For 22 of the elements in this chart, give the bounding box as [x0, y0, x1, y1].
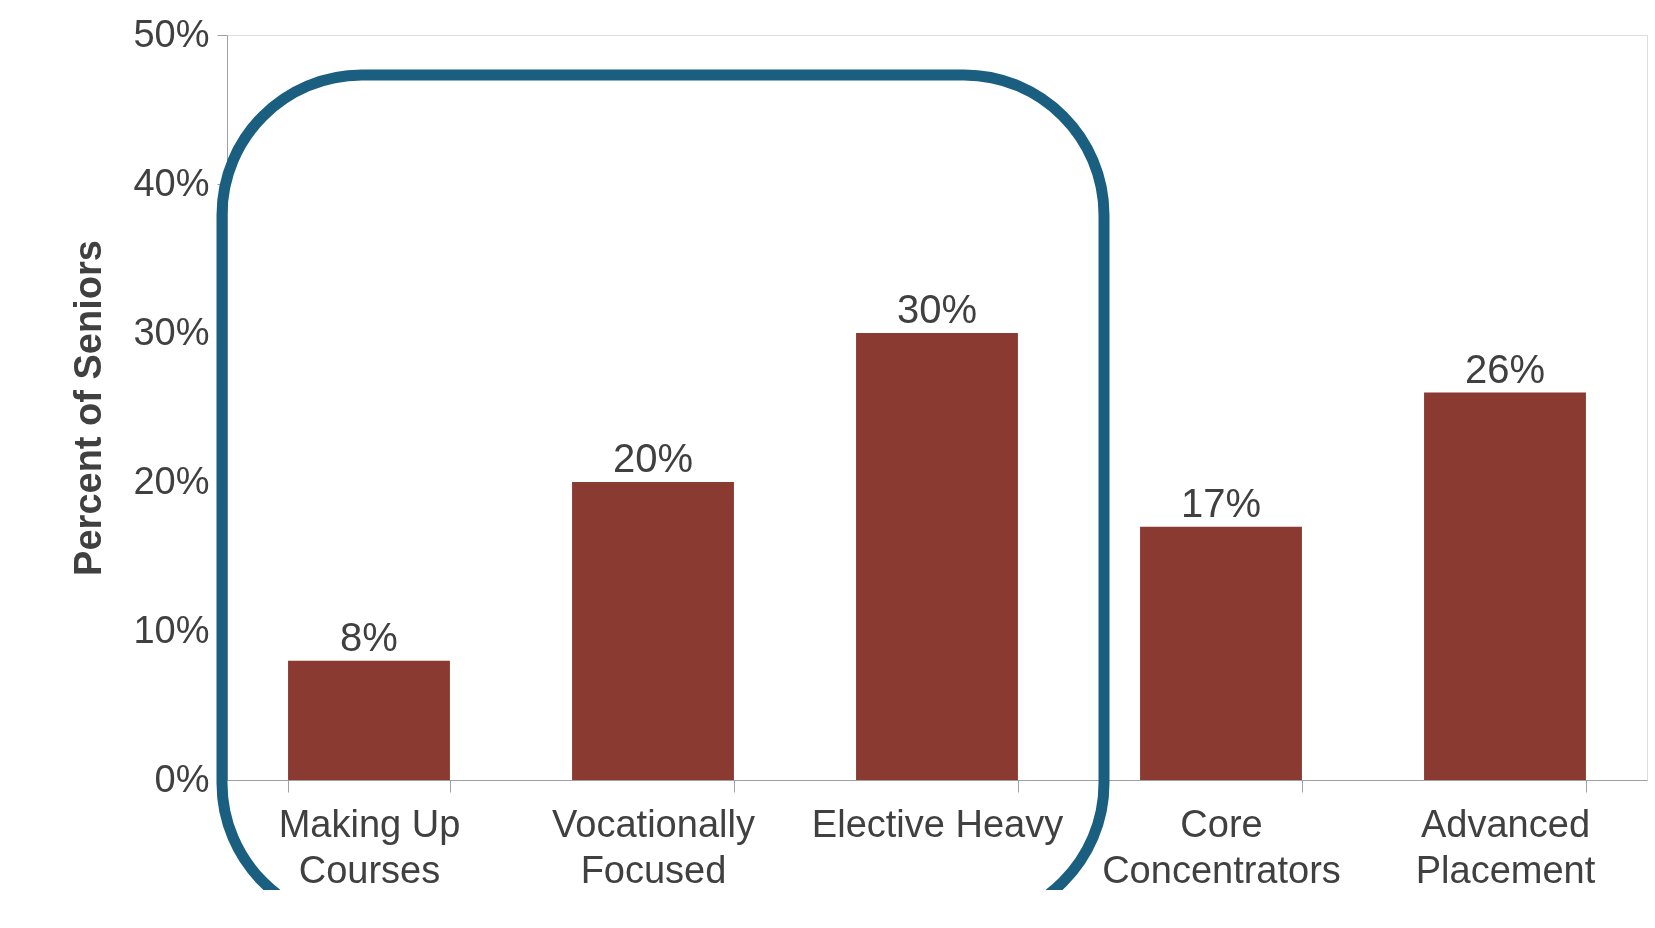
data-label: 8% — [340, 614, 398, 659]
bar — [1424, 392, 1586, 780]
data-label: 20% — [612, 436, 694, 480]
bar — [1140, 526, 1302, 780]
bar — [288, 660, 450, 780]
data-label: 30% — [896, 287, 978, 331]
x-tick-label: Elective Heavy — [811, 802, 1064, 845]
y-tick-label: 50% — [133, 12, 210, 55]
y-tick-label: 30% — [133, 310, 210, 353]
data-label: 17% — [1180, 480, 1262, 525]
y-tick-label: 0% — [154, 757, 210, 800]
bar — [572, 482, 734, 780]
y-tick-label: 20% — [133, 459, 210, 502]
data-label: 26% — [1464, 346, 1546, 391]
x-tick-label: Core Concentrators — [1102, 802, 1341, 891]
x-tick-label: Making Up Courses — [278, 802, 461, 891]
bar — [856, 333, 1018, 780]
x-tick-label: Advanced Placement — [1415, 802, 1596, 891]
y-tick-label: 40% — [133, 161, 210, 204]
y-tick-label: 10% — [133, 608, 210, 651]
x-tick-label: Vocationally Focused — [552, 802, 755, 891]
y-axis-title: Percent of Seniors — [67, 240, 110, 576]
